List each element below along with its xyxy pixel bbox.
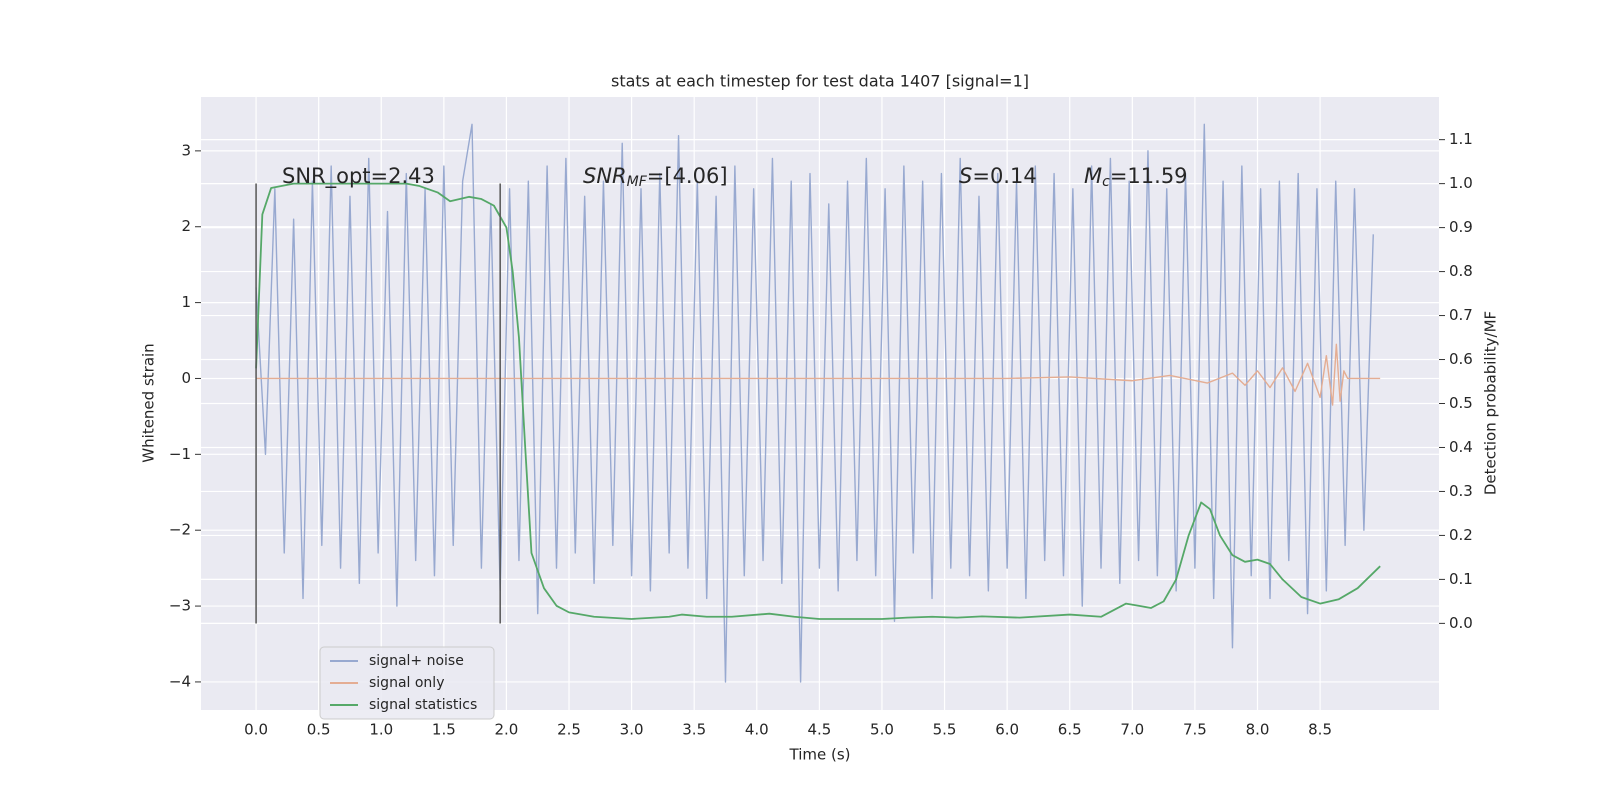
y2-tick-label: 0.6 (1449, 350, 1473, 368)
chart-title: stats at each timestep for test data 140… (611, 72, 1029, 91)
legend: signal+ noise signal only signal statistic… (319, 646, 495, 720)
annotation-text: SNR_opt=2.43 (282, 164, 435, 189)
y-tick-label: 0 (181, 369, 191, 387)
y2-tick-label: 0.9 (1449, 218, 1473, 236)
y-tick-label: −1 (169, 445, 191, 463)
y2-tick-label: 0.1 (1449, 570, 1473, 588)
annotation: Mc=11.59 (1084, 164, 1188, 190)
y-axis-label: Whitened strain (140, 343, 158, 462)
annotation-sub: MF (627, 174, 648, 190)
y2-tick-label: 0.7 (1449, 306, 1473, 324)
legend-label: signal statistics (369, 697, 477, 713)
x-tick-label: 6.5 (1058, 721, 1082, 739)
annotation-text: =0.14 (972, 164, 1036, 188)
y2-tick-label: 0.4 (1449, 438, 1473, 456)
legend-label: signal+ noise (369, 653, 464, 669)
x-tick-label: 8.0 (1246, 721, 1270, 739)
annotation-italic: SNR (583, 164, 627, 188)
y2-tick-label: 0.8 (1449, 262, 1473, 280)
annotations: SNR_opt=2.43 SNRMF=[4.06] S=0.14 Mc=11.59 (282, 164, 1188, 190)
legend-label: signal only (369, 675, 444, 691)
x-axis-label: Time (s) (789, 746, 851, 764)
y2-tick-label: 0.3 (1449, 482, 1473, 500)
x-tick-label: 0.5 (307, 721, 331, 739)
x-tick-label: 2.5 (557, 721, 581, 739)
y2-tick-label: 1.1 (1449, 130, 1473, 148)
annotation: SNRMF=[4.06] (583, 164, 728, 190)
y-tick-label: −4 (169, 672, 191, 690)
x-tick-label: 1.5 (432, 721, 456, 739)
y-tick-label: 1 (181, 293, 191, 311)
x-tick-label: 7.5 (1183, 721, 1207, 739)
legend-box (319, 646, 495, 720)
annotation-italic: S (959, 164, 972, 188)
marks (255, 123, 1381, 683)
annotation-italic: M (1084, 164, 1102, 188)
annotation: S=0.14 (959, 164, 1037, 188)
x-tick-label: 4.5 (807, 721, 831, 739)
x-tick-label: 1.0 (369, 721, 393, 739)
annotation-text: =[4.06] (647, 164, 728, 188)
y-tick-label: −2 (169, 521, 191, 539)
x-tick-label: 5.0 (870, 721, 894, 739)
x-tick-label: 3.5 (682, 721, 706, 739)
y-tick-label: 3 (181, 141, 191, 159)
annotation-sub: c (1102, 174, 1110, 190)
series-line (255, 123, 1374, 683)
x-tick-label: 8.5 (1308, 721, 1332, 739)
y2-tick-label: 0.2 (1449, 526, 1473, 544)
y2-axis-label: Detection probability/MF (1482, 311, 1500, 495)
annotation-text: =11.59 (1110, 164, 1188, 188)
y-tick-label: −3 (169, 597, 191, 615)
annotation: SNR_opt=2.43 (282, 164, 435, 189)
x-tick-label: 0.0 (244, 721, 268, 739)
x-tick-label: 2.0 (495, 721, 519, 739)
x-tick-label: 3.0 (620, 721, 644, 739)
x-tick-label: 6.0 (995, 721, 1019, 739)
x-tick-label: 7.0 (1120, 721, 1144, 739)
y2-tick-label: 0.0 (1449, 614, 1473, 632)
x-tick-label: 5.5 (933, 721, 957, 739)
series-line (255, 182, 1381, 620)
y-tick-label: 2 (181, 217, 191, 235)
y2-tick-label: 1.0 (1449, 174, 1473, 192)
x-tick-label: 4.0 (745, 721, 769, 739)
y2-tick-label: 0.5 (1449, 394, 1473, 412)
series-line (256, 343, 1381, 406)
